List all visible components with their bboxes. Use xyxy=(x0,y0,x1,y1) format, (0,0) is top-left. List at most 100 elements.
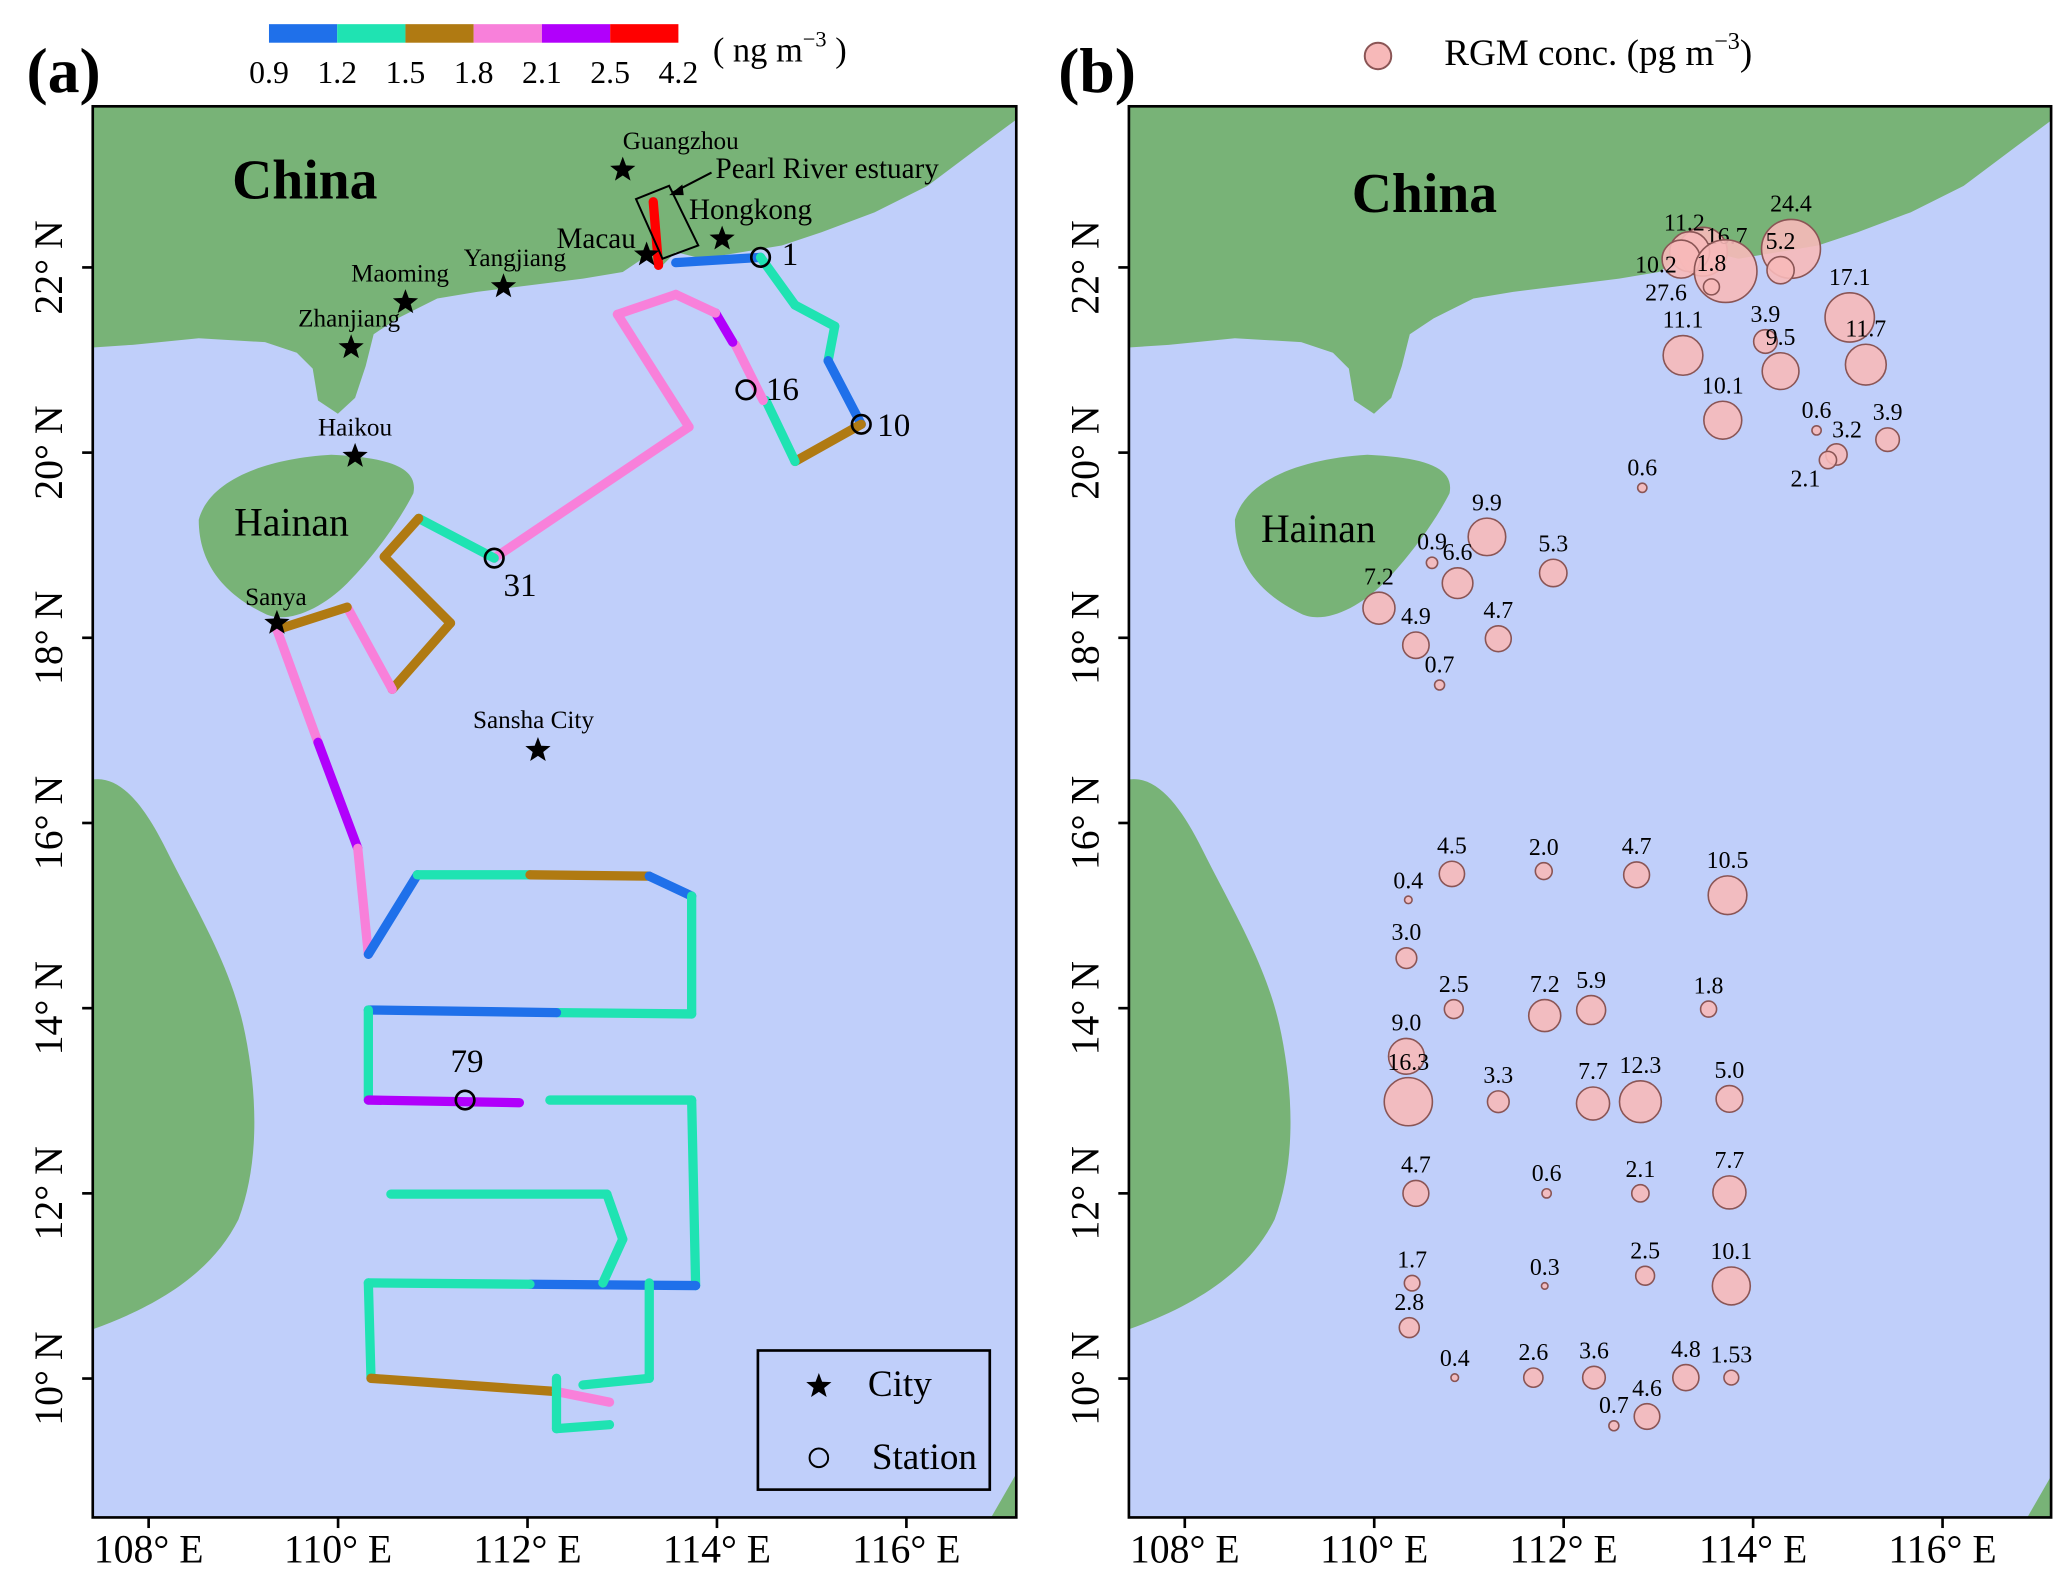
colorbar-bin xyxy=(541,24,611,43)
cruise-track xyxy=(598,1234,628,1288)
y-tick-label: 22° N xyxy=(1063,220,1107,314)
x-tick-label: 112° E xyxy=(1510,1527,1618,1571)
bubble xyxy=(1402,1179,1430,1208)
bubble xyxy=(1443,998,1465,1020)
bubble-label: 4.6 xyxy=(1632,1376,1662,1402)
bubble xyxy=(1824,291,1876,343)
bubble xyxy=(1723,1369,1740,1386)
station-label: 10 xyxy=(877,407,910,444)
bubble xyxy=(1622,861,1651,889)
overlay: 108° E 110° E 112° E 114° E 116° E 10° N 12° N… xyxy=(27,24,1997,1571)
bubble-label: 4.7 xyxy=(1401,1153,1431,1179)
bubble-label: 11.2 xyxy=(1664,211,1705,237)
bubble xyxy=(1541,1187,1553,1199)
cruise-track xyxy=(761,395,800,467)
y-tick-label: 14° N xyxy=(27,961,71,1055)
cruise-track xyxy=(353,843,373,959)
bubble xyxy=(1703,400,1743,440)
bubble xyxy=(1403,1274,1421,1292)
bubble-label: 1.8 xyxy=(1697,251,1727,277)
bubble-label: 11.7 xyxy=(1845,316,1886,342)
bubble-label: 11.1 xyxy=(1663,308,1704,334)
bubble-label: 3.0 xyxy=(1392,920,1422,946)
legend-label-part: −3 xyxy=(1714,28,1740,54)
y-tick-label: 18° N xyxy=(1063,591,1107,685)
estuary-box xyxy=(634,184,700,260)
bubble-label: 0.9 xyxy=(1417,529,1447,555)
colorbar-unit-part: −3 xyxy=(803,26,827,51)
cruise-track xyxy=(363,1278,535,1289)
bubble-label: 6.6 xyxy=(1443,540,1473,566)
bubble-label: 7.7 xyxy=(1715,1148,1745,1174)
bubble xyxy=(1581,1365,1607,1390)
y-tick-label: 10° N xyxy=(27,1331,71,1425)
bubble-label: 10.1 xyxy=(1702,373,1744,399)
bubble xyxy=(1699,1000,1718,1018)
colorbar-bin xyxy=(268,24,338,43)
bubble-label: 2.8 xyxy=(1394,1290,1424,1316)
bubble xyxy=(1425,556,1439,570)
bubble xyxy=(1875,427,1901,453)
cruise-track xyxy=(671,289,721,318)
bubble xyxy=(1633,1402,1661,1431)
cruise-track xyxy=(366,1373,562,1397)
bubble-label: 12.3 xyxy=(1620,1053,1662,1079)
bubble xyxy=(1534,861,1554,881)
bubble-label: 0.4 xyxy=(1393,868,1423,894)
bubble-label: 4.7 xyxy=(1483,598,1513,624)
cruise-track xyxy=(612,309,694,432)
cruise-track xyxy=(551,1420,615,1434)
cruise-track xyxy=(823,356,866,429)
bubble xyxy=(1575,1086,1611,1121)
bubble-label: 16.3 xyxy=(1387,1050,1429,1076)
legend-box xyxy=(756,1349,992,1491)
city-label: Macau xyxy=(556,223,636,255)
x-tick-label: 108° E xyxy=(94,1527,204,1571)
y-tick-label: 16° N xyxy=(27,776,71,870)
bubble-label: 5.2 xyxy=(1766,229,1796,255)
frame xyxy=(91,104,1018,1519)
bubble xyxy=(1362,591,1396,625)
cruise-track xyxy=(612,289,681,319)
bubble-label: 0.6 xyxy=(1802,398,1832,424)
bubble xyxy=(1383,1076,1434,1127)
station-marker xyxy=(483,547,505,569)
cruise-track xyxy=(790,300,840,331)
city-label: Yangjiang xyxy=(464,245,567,272)
city-label: Sansha City xyxy=(473,707,594,734)
cruise-track xyxy=(363,1278,376,1383)
y-tick-label: 20° N xyxy=(27,405,71,499)
station-marker xyxy=(850,413,872,435)
panel-tag: (b) xyxy=(1058,35,1136,106)
station-label: 1 xyxy=(782,236,799,273)
x-tick-label: 114° E xyxy=(663,1527,771,1571)
y-tick-label: 12° N xyxy=(27,1146,71,1240)
country-label: China xyxy=(232,150,377,212)
y-tick-label: 20° N xyxy=(1063,405,1107,499)
bubble xyxy=(1538,558,1568,588)
x-tick-label: 112° E xyxy=(473,1527,581,1571)
colorbar-label: 2.5 xyxy=(590,55,630,90)
city-label: Zhanjiang xyxy=(298,306,400,333)
cruise-track xyxy=(602,1189,628,1244)
bubble xyxy=(1467,517,1507,557)
city-star xyxy=(490,273,517,298)
bubble-label: 4.5 xyxy=(1437,833,1467,859)
bubble xyxy=(1636,482,1648,494)
bubble-label: 7.2 xyxy=(1364,564,1394,590)
bubble-label: 10.1 xyxy=(1710,1239,1752,1265)
bubble-label: 0.6 xyxy=(1532,1161,1562,1187)
bubble xyxy=(1634,1265,1656,1286)
bubble-label: 2.1 xyxy=(1791,467,1821,493)
bubble-label: 1.7 xyxy=(1397,1248,1427,1274)
colorbar-bin xyxy=(610,24,679,43)
x-tick-label: 116° E xyxy=(852,1527,960,1571)
ocean xyxy=(1128,106,2052,1518)
colorbar-bin xyxy=(337,24,406,43)
city-star xyxy=(264,609,290,634)
cruise-track xyxy=(387,618,456,694)
bubble xyxy=(1403,895,1413,905)
city-label: Pearl River estuary xyxy=(715,153,939,185)
bubble-label: 17.1 xyxy=(1829,265,1871,291)
